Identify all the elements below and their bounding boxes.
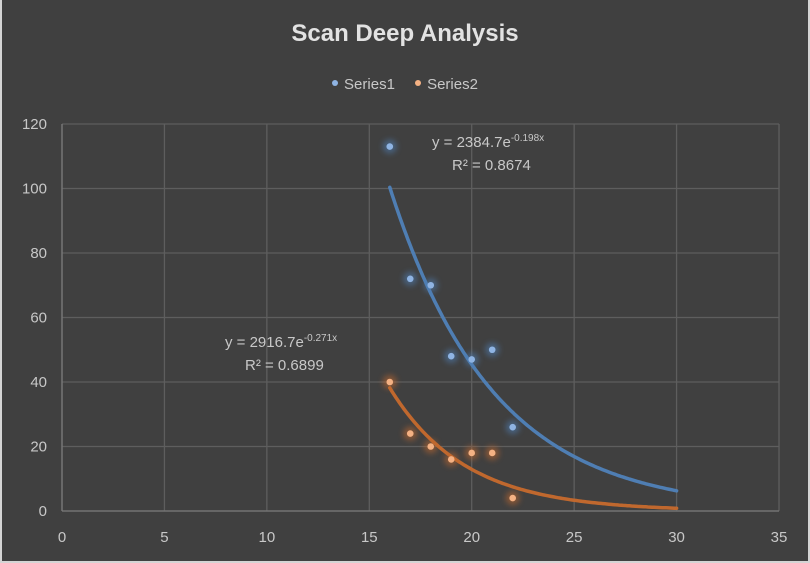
series1-equation: y = 2384.7e-0.198x xyxy=(432,133,544,151)
series2-point[interactable] xyxy=(468,449,476,457)
series1-point[interactable] xyxy=(427,281,435,289)
y-tick-label: 120 xyxy=(22,116,47,133)
trendline-equations: y = 2384.7e-0.198x R² = 0.8674 y = 2916.7e… xyxy=(225,133,544,374)
axis-ticks: 0 5 10 15 20 25 30 35 0 20 40 60 80 100 120 xyxy=(22,116,787,546)
series2-point[interactable] xyxy=(386,378,394,386)
series1-point[interactable] xyxy=(468,356,476,363)
series2-point[interactable] xyxy=(406,430,414,437)
series2-point[interactable] xyxy=(488,449,496,457)
y-tick-label: 20 xyxy=(30,439,47,456)
trendlines xyxy=(388,185,679,510)
x-tick-label: 10 xyxy=(259,529,276,546)
series1-point[interactable] xyxy=(509,423,516,431)
y-tick-label: 60 xyxy=(30,310,47,327)
x-tick-label: 0 xyxy=(58,529,66,546)
series2-equation: y = 2916.7e-0.271x xyxy=(225,333,337,351)
x-tick-label: 20 xyxy=(463,529,480,546)
series1-point[interactable] xyxy=(447,352,455,360)
series1-point[interactable] xyxy=(406,275,414,283)
series1-point[interactable] xyxy=(488,346,496,354)
x-tick-label: 15 xyxy=(361,529,378,546)
y-tick-label: 0 xyxy=(39,503,47,520)
series1-r-squared: R² = 0.8674 xyxy=(452,157,531,174)
data-points xyxy=(382,139,520,506)
y-tick-label: 80 xyxy=(30,245,47,262)
y-tick-label: 100 xyxy=(22,181,47,198)
series2-point[interactable] xyxy=(447,456,455,463)
series2-point[interactable] xyxy=(427,443,435,450)
series1-trendline xyxy=(388,185,679,493)
series2-r-squared: R² = 0.6899 xyxy=(245,357,324,374)
series2-point[interactable] xyxy=(509,494,516,502)
series1-point[interactable] xyxy=(386,143,394,150)
x-tick-label: 35 xyxy=(771,529,788,546)
legend-item-series2[interactable]: Series2 xyxy=(415,76,478,93)
legend: Series1 Series2 xyxy=(0,76,810,93)
y-tick-label: 40 xyxy=(30,374,47,391)
x-tick-label: 30 xyxy=(668,529,685,546)
x-tick-label: 5 xyxy=(160,529,168,546)
chart-title: Scan Deep Analysis xyxy=(291,20,519,47)
series2-marker-icon xyxy=(415,80,422,87)
legend-item-series1[interactable]: Series1 xyxy=(332,76,395,93)
series1-marker-icon xyxy=(332,80,339,87)
x-tick-label: 25 xyxy=(566,529,583,546)
gridlines xyxy=(61,123,780,512)
